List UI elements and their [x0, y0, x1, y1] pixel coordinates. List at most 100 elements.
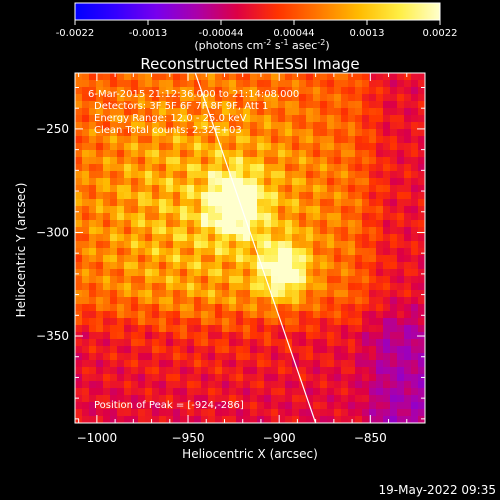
heatmap-cell [145, 241, 153, 249]
heatmap-cell [376, 374, 384, 382]
heatmap-cell [306, 87, 314, 95]
heatmap-cell [145, 115, 153, 123]
heatmap-cell [180, 199, 188, 207]
heatmap-cell [383, 304, 391, 312]
heatmap-cell [117, 283, 125, 291]
heatmap-cell [180, 276, 188, 284]
heatmap-cell [404, 143, 412, 151]
heatmap-cell [327, 185, 335, 193]
heatmap-cell [348, 339, 356, 347]
heatmap-cell [138, 136, 146, 144]
heatmap-cell [152, 80, 160, 88]
heatmap-cell [194, 409, 202, 417]
heatmap-cell [75, 290, 83, 298]
heatmap-cell [159, 227, 167, 235]
heatmap-cell [173, 87, 181, 95]
heatmap-cell [376, 171, 384, 179]
heatmap-cell [292, 115, 300, 123]
heatmap-cell [285, 241, 293, 249]
heatmap-cell [236, 367, 244, 375]
heatmap-cell [110, 339, 118, 347]
heatmap-cell [390, 87, 398, 95]
heatmap-cell [180, 164, 188, 172]
heatmap-cell [194, 185, 202, 193]
heatmap-cell [236, 346, 244, 354]
heatmap-cell [201, 94, 209, 102]
heatmap-cell [187, 73, 195, 81]
heatmap-cell [194, 381, 202, 389]
heatmap-cell [103, 276, 111, 284]
heatmap-cell [320, 129, 328, 137]
heatmap-cell [96, 318, 104, 326]
heatmap-cell [166, 276, 174, 284]
heatmap-cell [306, 73, 314, 81]
heatmap-cell [131, 346, 139, 354]
heatmap-cell [320, 94, 328, 102]
heatmap-cell [229, 157, 237, 165]
colorbar-gradient [74, 2, 441, 21]
heatmap-cell [348, 157, 356, 165]
heatmap-cell [257, 220, 265, 228]
heatmap-cell [222, 115, 230, 123]
heatmap-cell [194, 262, 202, 270]
heatmap-cell [131, 171, 139, 179]
heatmap-cell [334, 255, 342, 263]
heatmap-cell [397, 206, 405, 214]
heatmap-cell [362, 80, 370, 88]
heatmap-cell [187, 269, 195, 277]
heatmap-cell [264, 150, 272, 158]
heatmap-cell [194, 73, 202, 81]
heatmap-cell [89, 241, 97, 249]
heatmap-cell [96, 269, 104, 277]
heatmap-cell [124, 346, 132, 354]
heatmap-cell [96, 80, 104, 88]
heatmap-cell [250, 325, 258, 333]
heatmap-cell [250, 80, 258, 88]
heatmap-cell [173, 276, 181, 284]
heatmap-cell [138, 304, 146, 312]
heatmap-cell [278, 297, 286, 305]
heatmap-cell [236, 192, 244, 200]
heatmap-cell [180, 332, 188, 340]
heatmap-cell [341, 318, 349, 326]
heatmap-cell [117, 346, 125, 354]
heatmap-cell [390, 311, 398, 319]
heatmap-cell [390, 367, 398, 375]
heatmap-cell [173, 346, 181, 354]
heatmap-cell [229, 297, 237, 305]
heatmap-cell [383, 234, 391, 242]
heatmap-cell [411, 269, 419, 277]
heatmap-cell [306, 395, 314, 403]
heatmap-cell [299, 297, 307, 305]
heatmap-cell [103, 409, 111, 417]
heatmap-cell [117, 213, 125, 221]
heatmap-cell [96, 234, 104, 242]
heatmap-cell [215, 101, 223, 109]
heatmap-cell [215, 409, 223, 417]
heatmap-cell [264, 143, 272, 151]
heatmap-cell [96, 255, 104, 263]
heatmap-cell [299, 101, 307, 109]
heatmap-cell [369, 157, 377, 165]
heatmap-cell [215, 129, 223, 137]
heatmap-cell [313, 206, 321, 214]
heatmap-cell [264, 122, 272, 130]
heatmap-cell [173, 213, 181, 221]
heatmap-cell [166, 262, 174, 270]
heatmap-cell [110, 164, 118, 172]
heatmap-cell [285, 150, 293, 158]
heatmap-cell [152, 115, 160, 123]
heatmap-cell [117, 157, 125, 165]
heatmap-cell [278, 402, 286, 410]
heatmap-cell [110, 101, 118, 109]
heatmap-cell [292, 129, 300, 137]
heatmap-cell [117, 178, 125, 186]
heatmap-cell [404, 220, 412, 228]
heatmap-cell [411, 353, 419, 361]
heatmap-cell [138, 227, 146, 235]
heatmap-cell [110, 108, 118, 116]
heatmap-cell [369, 269, 377, 277]
heatmap-cell [383, 283, 391, 291]
heatmap-cell [334, 192, 342, 200]
heatmap-cell [418, 108, 425, 116]
